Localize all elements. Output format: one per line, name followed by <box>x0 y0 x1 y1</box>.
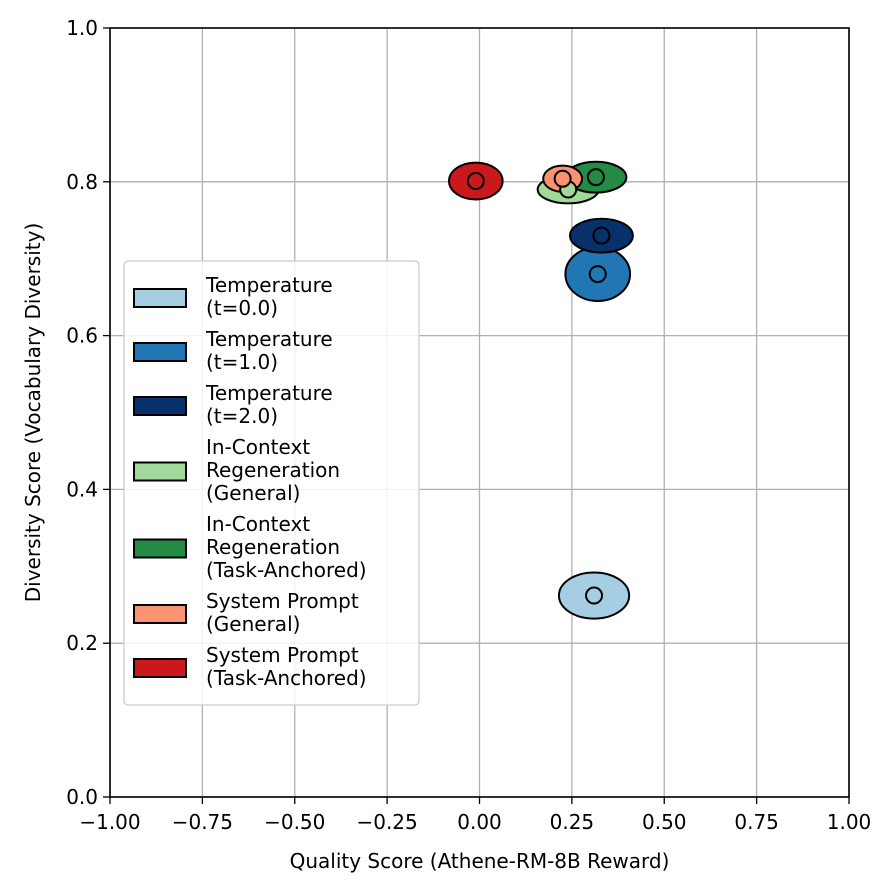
y-tick-label: 0.2 <box>66 631 98 655</box>
legend-swatch <box>133 658 187 678</box>
legend-label: Regeneration <box>206 458 340 482</box>
y-tick-label: 0.0 <box>66 785 98 809</box>
y-tick-label: 0.4 <box>66 477 98 501</box>
point-temperature-t-2-0 <box>592 226 611 245</box>
legend-label: Temperature <box>205 327 333 351</box>
x-tick-label: −0.75 <box>172 810 233 834</box>
x-tick-label: 0.25 <box>550 810 595 834</box>
y-tick-label: 0.8 <box>66 170 98 194</box>
x-tick-label: 0.75 <box>734 810 779 834</box>
legend-label: (General) <box>206 481 300 505</box>
x-tick-label: −0.25 <box>356 810 417 834</box>
legend: Temperature(t=0.0)Temperature(t=1.0)Temp… <box>123 260 420 706</box>
x-tick-label: 0.50 <box>642 810 687 834</box>
legend-label: Regeneration <box>206 535 340 559</box>
legend-label: (t=2.0) <box>206 404 278 428</box>
x-tick-label: 1.00 <box>827 810 872 834</box>
y-axis-label: Diversity Score (Vocabulary Diversity) <box>21 223 45 603</box>
x-tick-label: 0.00 <box>457 810 502 834</box>
data-points <box>466 168 611 605</box>
legend-label: In-Context <box>206 512 310 536</box>
legend-label: (Task-Anchored) <box>206 558 367 582</box>
legend-label: Temperature <box>205 381 333 405</box>
legend-label: (t=0.0) <box>206 296 278 320</box>
legend-swatch <box>133 604 187 624</box>
point-system-prompt-task-anchored <box>466 172 485 191</box>
legend-label: Temperature <box>205 273 333 297</box>
legend-label: System Prompt <box>206 589 359 613</box>
y-tick-label: 1.0 <box>66 16 98 40</box>
legend-swatch <box>133 288 187 308</box>
point-temperature-t-0-0 <box>585 586 604 605</box>
x-axis-label: Quality Score (Athene-RM-8B Reward) <box>290 849 670 873</box>
x-tick-label: −0.50 <box>264 810 325 834</box>
legend-swatch <box>133 538 187 559</box>
y-tick-label: 0.6 <box>66 324 98 348</box>
point-temperature-t-1-0 <box>588 265 607 284</box>
legend-label: In-Context <box>206 435 310 459</box>
legend-label: (Task-Anchored) <box>206 666 367 690</box>
legend-swatch <box>133 396 187 416</box>
legend-label: (General) <box>206 612 300 636</box>
legend-box <box>123 260 420 706</box>
point-system-prompt-general <box>553 169 572 188</box>
axis-ticks: −1.00 −0.75 −0.50 −0.25 0.00 0.25 0.50 0.75 1.00… <box>66 16 871 834</box>
x-tick-label: −1.00 <box>79 810 140 834</box>
point-in-context-regeneration-task-anchored <box>586 168 605 187</box>
legend-swatch <box>133 342 187 362</box>
legend-label: System Prompt <box>206 643 359 667</box>
legend-label: (t=1.0) <box>206 350 278 374</box>
legend-swatch <box>133 461 187 482</box>
